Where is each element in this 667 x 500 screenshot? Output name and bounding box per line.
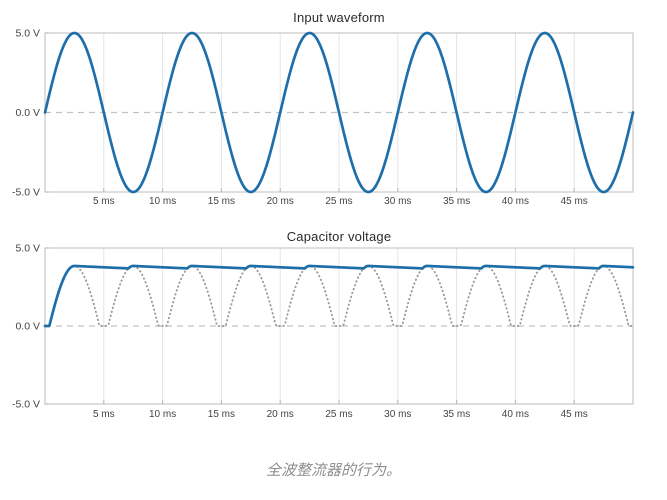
x-tick-label: 30 ms [384, 196, 411, 207]
x-tick-label: 15 ms [208, 196, 235, 207]
x-tick-label: 30 ms [384, 409, 411, 420]
y-tick-label: -5.0 V [12, 187, 40, 199]
x-tick-label: 10 ms [149, 409, 176, 420]
y-tick-label: 5.0 V [15, 28, 40, 40]
x-tick-label: 15 ms [208, 409, 235, 420]
x-tick-label: 25 ms [325, 409, 352, 420]
waveform-charts: 5 ms 10 ms 15 ms 20 ms 25 ms 30 ms 35 ms 40 ms 4… [12, 28, 635, 420]
series-rectified-input [44, 264, 634, 327]
x-tick-label: 35 ms [443, 196, 470, 207]
y-tick-label: 0.0 V [15, 321, 40, 333]
y-tick-label: 5.0 V [15, 243, 40, 255]
x-tick-label: 20 ms [267, 196, 294, 207]
series-input-sine [43, 31, 635, 194]
series-capacitor-voltage [43, 264, 635, 328]
x-tick-label: 5 ms [93, 196, 115, 207]
x-tick-label: 10 ms [149, 196, 176, 207]
chart-title-input-waveform: Input waveform [293, 10, 385, 25]
x-tick-label: 25 ms [325, 196, 352, 207]
y-tick-label: 0.0 V [15, 107, 40, 119]
x-tick-label: 45 ms [561, 409, 588, 420]
y-tick-label: -5.0 V [12, 399, 40, 411]
figure-caption: 全波整流器的行为。 [265, 462, 401, 479]
x-tick-label: 45 ms [561, 196, 588, 207]
x-tick-label: 35 ms [443, 409, 470, 420]
x-tick-label: 40 ms [502, 196, 529, 207]
x-tick-label: 20 ms [267, 409, 294, 420]
chart-title-capacitor-voltage: Capacitor voltage [286, 229, 392, 244]
x-tick-label: 5 ms [93, 409, 115, 420]
x-tick-label: 40 ms [502, 409, 529, 420]
